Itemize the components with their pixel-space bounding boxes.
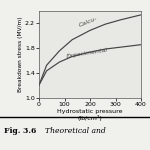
Text: Fig. 3.6: Fig. 3.6 [4, 127, 37, 135]
X-axis label: Hydrostatic pressure
(lb/cm²): Hydrostatic pressure (lb/cm²) [57, 110, 123, 122]
Text: Calcu-: Calcu- [79, 16, 99, 28]
Text: Experimental: Experimental [66, 48, 108, 59]
Y-axis label: Breakdown stress (MV/m): Breakdown stress (MV/m) [18, 16, 23, 92]
Text: Theoretical and: Theoretical and [45, 127, 106, 135]
